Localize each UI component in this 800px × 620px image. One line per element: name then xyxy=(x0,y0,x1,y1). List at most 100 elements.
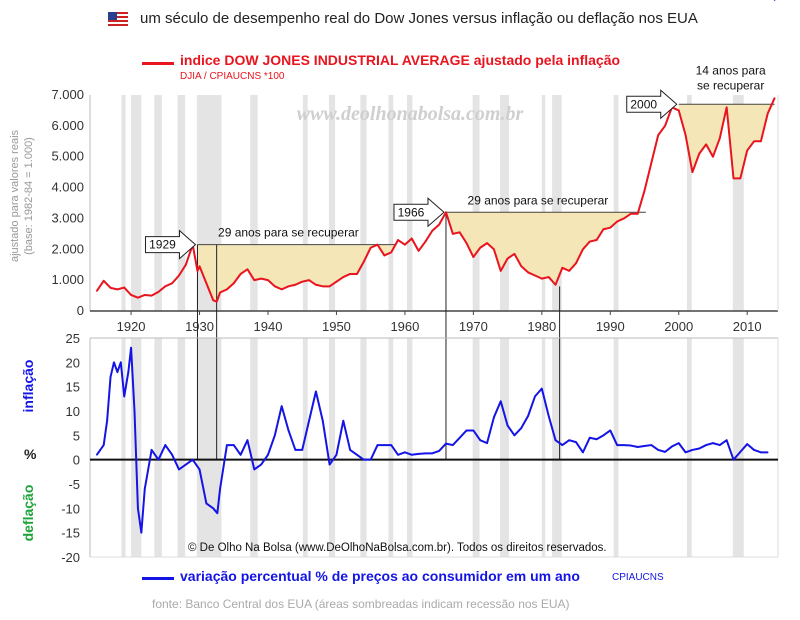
recession-band-bottom xyxy=(472,338,480,557)
djia-data-point xyxy=(253,279,256,281)
cpi-data-point xyxy=(226,444,228,446)
cpi-data-point xyxy=(328,463,331,466)
recession-band-bottom xyxy=(732,338,744,557)
djia-data-point xyxy=(294,283,297,286)
djia-data-point xyxy=(164,285,167,288)
cpi-data-point xyxy=(349,449,351,451)
cpi-data-point xyxy=(287,429,290,432)
source-note: fonte: Banco Central dos EUA (áreas somb… xyxy=(152,597,570,611)
djia-data-point xyxy=(137,296,139,299)
cpi-data-point xyxy=(719,444,721,446)
djia-data-point xyxy=(561,267,564,269)
djia-data-point xyxy=(143,294,146,296)
cpi-data-point xyxy=(178,468,180,471)
recession-band-bottom xyxy=(328,338,336,557)
copyright-note: © De Olho Na Bolsa (www.DeOlhoNaBolsa.co… xyxy=(188,542,607,554)
bottom-y-tick-label: -15 xyxy=(61,526,80,541)
recession-band-bottom xyxy=(196,338,222,557)
djia-data-point xyxy=(773,97,776,99)
recovery-area xyxy=(678,104,775,179)
djia-data-point xyxy=(232,282,235,285)
djia-data-point xyxy=(335,280,338,283)
djia-legend-label: indice DOW JONES INDUSTRIAL AVERAGE ajus… xyxy=(180,52,621,68)
cpi-data-point xyxy=(568,439,571,442)
cpi-data-point xyxy=(636,446,639,448)
cpi-data-point xyxy=(356,454,358,456)
cpi-data-point xyxy=(493,416,495,419)
djia-data-point xyxy=(150,294,153,297)
djia-data-point xyxy=(506,257,509,260)
djia-data-point xyxy=(465,242,468,244)
cpi-data-point xyxy=(575,441,577,443)
djia-data-point xyxy=(616,220,618,223)
recovery-area xyxy=(197,244,396,302)
cpi-data-point xyxy=(397,454,399,456)
bottom-y-tick-label: -5 xyxy=(68,477,80,492)
year-arrow-callout xyxy=(393,197,445,228)
watermark-text: www.deolhonabolsa.com.br xyxy=(297,103,524,125)
djia-data-point xyxy=(287,285,290,288)
cpi-data-point xyxy=(253,468,256,471)
djia-data-point xyxy=(452,233,454,235)
djia-data-point xyxy=(116,288,119,291)
recession-band-bottom xyxy=(541,338,546,557)
djia-data-point xyxy=(582,248,584,251)
recession-band-bottom xyxy=(154,338,162,557)
x-tick-label: 1920 xyxy=(117,319,146,334)
cpi-data-point xyxy=(109,376,112,378)
cpi-data-point xyxy=(479,439,482,442)
djia-data-point xyxy=(753,140,755,143)
djia-data-point xyxy=(383,254,386,257)
cpi-data-point xyxy=(609,429,612,432)
djia-data-point xyxy=(123,286,126,289)
cpi-data-point xyxy=(219,488,221,490)
x-tick-label: 1940 xyxy=(254,319,283,334)
cpi-data-point xyxy=(363,458,365,461)
top-y-tick-label: 0 xyxy=(77,303,84,318)
djia-data-point xyxy=(96,290,98,292)
djia-data-point xyxy=(280,288,283,291)
recession-band-top xyxy=(388,95,394,311)
cpi-data-point xyxy=(390,444,393,446)
djia-data-point xyxy=(623,217,625,220)
recovery-duration-label: 14 anos para xyxy=(696,63,766,77)
djia-data-point xyxy=(308,279,310,281)
recession-band-top xyxy=(686,95,692,311)
cpi-series-line xyxy=(96,346,768,534)
djia-data-point xyxy=(746,149,748,152)
cpi-data-point xyxy=(260,463,262,466)
year-arrow-callout xyxy=(144,229,197,260)
djia-data-point xyxy=(431,229,434,232)
cpi-data-point xyxy=(301,449,304,451)
x-tick-label: 2010 xyxy=(733,319,762,334)
cpi-data-point xyxy=(664,451,666,453)
djia-data-point xyxy=(684,134,687,136)
cpi-legend-sublabel: CPIAUCNS xyxy=(612,572,664,583)
cpi-data-point xyxy=(554,439,557,442)
recovery-area xyxy=(445,212,646,285)
djia-data-point xyxy=(766,112,769,115)
bottom-y-tick-label: 0 xyxy=(73,453,80,468)
djia-data-point xyxy=(157,291,160,293)
djia-data-point xyxy=(458,231,461,234)
djia-data-point xyxy=(691,171,694,173)
cpi-data-point xyxy=(120,361,122,364)
cpi-data-point xyxy=(335,454,338,456)
cpi-data-point xyxy=(383,444,386,446)
djia-data-point xyxy=(719,137,721,139)
cpi-data-point xyxy=(133,410,136,412)
cpi-data-point xyxy=(321,419,324,422)
cpi-data-point xyxy=(267,454,269,456)
bottom-y-tick-label: 5 xyxy=(73,428,80,443)
cpi-data-point xyxy=(106,419,108,422)
recovery-duration-label: 29 anos para se recuperar xyxy=(468,193,609,207)
djia-data-point xyxy=(328,285,331,288)
djia-data-point xyxy=(739,177,742,180)
cpi-data-point xyxy=(191,458,194,461)
cpi-data-point xyxy=(773,0,776,1)
djia-data-point xyxy=(212,299,215,302)
top-y-tick-label: 1.000 xyxy=(51,272,84,287)
djia-data-point xyxy=(226,288,228,291)
djia-data-point xyxy=(499,270,502,272)
